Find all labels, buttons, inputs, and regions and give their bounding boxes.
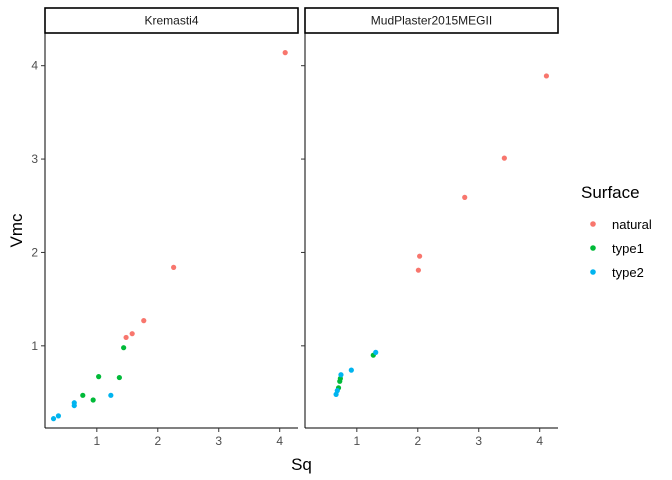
- data-point-1-type1-7: [116, 374, 122, 381]
- data-point-1-natural-3: [141, 318, 147, 324]
- x-tick-label-2-2: 2: [414, 434, 421, 448]
- x-tick-label-2-3: 3: [475, 434, 482, 448]
- data-point-1-type1-8: [96, 374, 102, 380]
- data-point-1-type1-6: [121, 345, 127, 351]
- y-axis-title: Vmc: [7, 213, 26, 248]
- facet-strip-1: [44, 7, 299, 34]
- y-tick-label-3: 3: [31, 152, 38, 166]
- y-tick-label-4: 4: [31, 59, 38, 73]
- data-point-2-type2-12: [338, 372, 344, 378]
- x-tick-label-2-4: 4: [536, 434, 543, 448]
- x-tick-label-1-1: 1: [93, 434, 100, 448]
- legend-key-natural: [590, 221, 596, 227]
- x-tick-label-2-1: 1: [353, 434, 360, 448]
- x-tick-label-1-4: 4: [276, 434, 283, 448]
- data-point-1-type2-11: [108, 392, 114, 398]
- facet-strip-label-2: MudPlaster2015MEGII: [371, 14, 492, 28]
- x-tick-label-1-2: 2: [154, 434, 161, 448]
- data-point-1-type2-15: [50, 416, 57, 422]
- data-point-2-natural-2: [501, 155, 507, 161]
- data-point-2-type2-11: [348, 367, 354, 373]
- data-point-1-type2-14: [55, 413, 62, 419]
- data-point-2-type1-8: [337, 378, 343, 384]
- data-point-1-type1-10: [90, 397, 96, 403]
- facet-strip-label-1: Kremasti4: [144, 14, 198, 28]
- legend-label-natural: natural: [612, 217, 652, 232]
- x-axis-title: Sq: [291, 455, 312, 474]
- y-tick-label-2: 2: [31, 245, 38, 259]
- data-point-1-natural-1: [282, 50, 288, 56]
- data-point-1-natural-2: [171, 264, 177, 270]
- data-point-1-type2-13: [71, 402, 77, 409]
- data-point-2-type2-10: [373, 349, 379, 355]
- legend-key-type1: [590, 245, 596, 251]
- data-point-2-natural-4: [417, 253, 423, 259]
- legend-label-type2: type2: [612, 265, 644, 280]
- legend-label-type1: type1: [612, 241, 644, 256]
- legend-title: Surface: [581, 183, 640, 202]
- data-point-1-type1-9: [80, 392, 86, 398]
- legend-key-type2: [590, 269, 596, 275]
- data-point-2-natural-5: [415, 267, 421, 273]
- y-tick-label-1: 1: [31, 339, 38, 353]
- data-point-2-natural-1: [543, 73, 550, 79]
- facet-strip-2: [304, 7, 559, 34]
- data-point-2-natural-3: [462, 194, 468, 200]
- data-point-1-natural-4: [129, 331, 135, 337]
- data-point-2-type2-14: [333, 391, 339, 397]
- data-point-1-natural-5: [123, 334, 129, 341]
- x-tick-label-1-3: 3: [215, 434, 222, 448]
